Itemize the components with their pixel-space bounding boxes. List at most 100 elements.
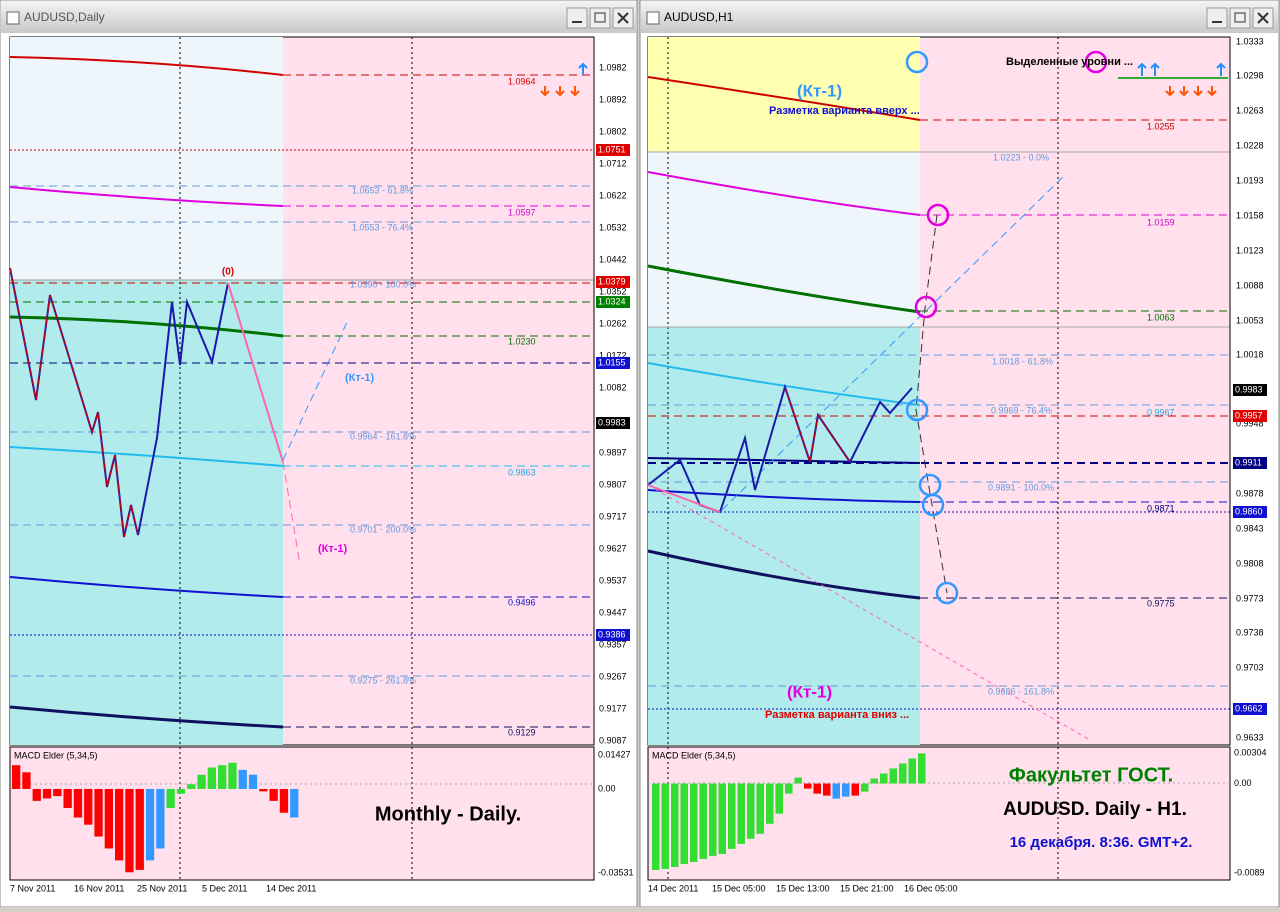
macd-bar (156, 788, 165, 849)
price-marker (1233, 506, 1267, 518)
price-axis-label: 1.0298 (1236, 70, 1264, 80)
price-marker (596, 276, 630, 288)
price-marker (1233, 384, 1267, 396)
caption: Факультет ГОСТ. (1009, 764, 1173, 786)
price-axis-label: 0.9738 (1236, 627, 1264, 637)
macd-name: MACD Elder (5,34,5) (14, 750, 98, 760)
macd-bar (832, 783, 840, 799)
macd-bar (115, 788, 124, 861)
macd-bar (728, 783, 736, 849)
date-label: 14 Dec 2011 (266, 883, 316, 893)
price-axis-label: 0.9808 (1236, 558, 1264, 568)
macd-bar (889, 768, 897, 784)
price-marker-label: 0.9983 (1235, 384, 1263, 394)
macd-tick-label: -0.03531 (598, 867, 634, 877)
macd-bar (680, 783, 688, 864)
price-axis-label: 1.0228 (1236, 140, 1264, 150)
annotation: (Кт-1) (797, 81, 842, 100)
price-axis-label: 0.9773 (1236, 593, 1264, 603)
macd-bar (652, 783, 660, 870)
price-axis-label: 0.9703 (1236, 662, 1264, 672)
caption: 16 декабря. 8:36. GMT+2. (1010, 834, 1193, 851)
macd-bar (12, 765, 21, 789)
macd-bar (870, 778, 878, 784)
macd-bar (42, 788, 52, 799)
level-label: 0.9967 (1147, 407, 1175, 417)
macd-bar (176, 788, 186, 794)
price-marker-label: 1.0324 (598, 296, 626, 306)
level-label: 0.9964 - 161.8% (350, 431, 416, 441)
level-label: 1.0553 - 76.4% (352, 222, 413, 232)
window-buttons[interactable] (566, 7, 1274, 29)
price-marker-label: 0.9911 (1235, 457, 1262, 467)
macd-bar (804, 783, 812, 789)
macd-bar (135, 788, 144, 870)
date-label: 16 Dec 05:00 (904, 883, 958, 893)
price-axis-label: 1.0053 (1236, 315, 1264, 325)
level-label: 0.9891 - 100.0% (988, 482, 1054, 492)
price-axis-label: 0.9537 (599, 575, 627, 585)
right-chart (647, 36, 1231, 881)
level-label: 0.9686 - 161.8% (988, 686, 1054, 696)
annotation: Разметка варианта вверх ... (769, 105, 920, 117)
price-axis-label: 1.0263 (1236, 105, 1264, 115)
macd-bar (259, 788, 268, 792)
macd-bar (747, 783, 755, 839)
macd-tick-label: -0.0089 (1234, 867, 1265, 877)
caption: AUDUSD. Daily - H1. (1003, 799, 1187, 820)
date-label: 14 Dec 2011 (648, 883, 698, 893)
macd-bar (290, 788, 299, 818)
macd-tick-label: 0.00304 (1234, 747, 1267, 757)
macd-bar (737, 783, 745, 844)
level-label: 1.0390 - 100.0% (350, 279, 416, 289)
price-axis-label: 0.9087 (599, 735, 627, 745)
macd-bar (671, 783, 679, 867)
macd-bar (880, 773, 888, 784)
price-axis-label: 1.0018 (1236, 349, 1264, 359)
price-marker (1233, 703, 1267, 715)
macd-name: MACD Elder (5,34,5) (652, 750, 736, 760)
price-axis-label: 0.9633 (1236, 732, 1264, 742)
level-label: 0.9701 - 200.0% (350, 524, 416, 534)
price-axis-label: 1.0712 (599, 158, 627, 168)
macd-bar (22, 772, 31, 789)
level-label: 1.0964 (508, 76, 536, 86)
price-marker-label: 0.9957 (1235, 410, 1263, 420)
date-label: 16 Nov 2011 (74, 883, 124, 893)
macd-bar (718, 783, 726, 854)
price-axis-label: 1.0622 (599, 190, 627, 200)
window-icon (646, 11, 660, 25)
price-axis-label: 0.9267 (599, 671, 627, 681)
price-marker-label: 0.9662 (1235, 703, 1263, 713)
price-axis-label: 1.0802 (599, 126, 627, 136)
level-label: 1.0653 - 61.8% (352, 185, 413, 195)
macd-bar (94, 788, 103, 837)
level-label: 1.0159 (1147, 217, 1175, 227)
macd-bar (218, 765, 227, 789)
annotation: (Кт-1) (318, 543, 348, 555)
price-marker-label: 1.0155 (598, 357, 626, 367)
price-axis-label: 0.9897 (599, 447, 627, 457)
level-label: 0.9775 (1147, 598, 1175, 608)
price-axis-label: 1.0262 (599, 318, 627, 328)
price-marker (1233, 410, 1267, 422)
level-label: 1.0597 (508, 207, 536, 217)
macd-bar (73, 788, 83, 818)
price-marker-label: 1.0751 (598, 144, 626, 154)
price-axis-label: 1.0532 (599, 222, 627, 232)
level-label: 1.0063 (1147, 312, 1175, 322)
price-axis-label: 1.0892 (599, 94, 627, 104)
macd-bar (699, 783, 707, 859)
macd-bar (899, 763, 907, 784)
level-label: 1.0230 (508, 336, 536, 346)
macd-bar (32, 788, 41, 801)
macd-bar (851, 783, 859, 796)
price-axis-label: 0.9878 (1236, 488, 1264, 498)
macd-bar (145, 788, 155, 861)
caption: Monthly - Daily. (375, 803, 521, 825)
price-axis-label: 1.0333 (1236, 36, 1264, 46)
macd-bar (709, 783, 717, 856)
level-label: 1.0255 (1147, 121, 1175, 131)
price-marker-label: 0.9386 (598, 629, 626, 639)
